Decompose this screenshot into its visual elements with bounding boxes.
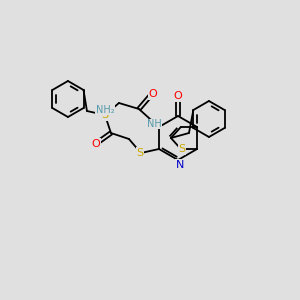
Text: NH: NH (147, 119, 161, 129)
Text: O: O (92, 139, 100, 149)
Text: NH₂: NH₂ (96, 105, 114, 115)
Text: S: S (178, 144, 185, 154)
Text: O: O (174, 91, 182, 101)
Text: N: N (176, 160, 184, 170)
Text: O: O (148, 89, 157, 99)
Text: S: S (101, 110, 109, 120)
Text: S: S (136, 148, 143, 158)
